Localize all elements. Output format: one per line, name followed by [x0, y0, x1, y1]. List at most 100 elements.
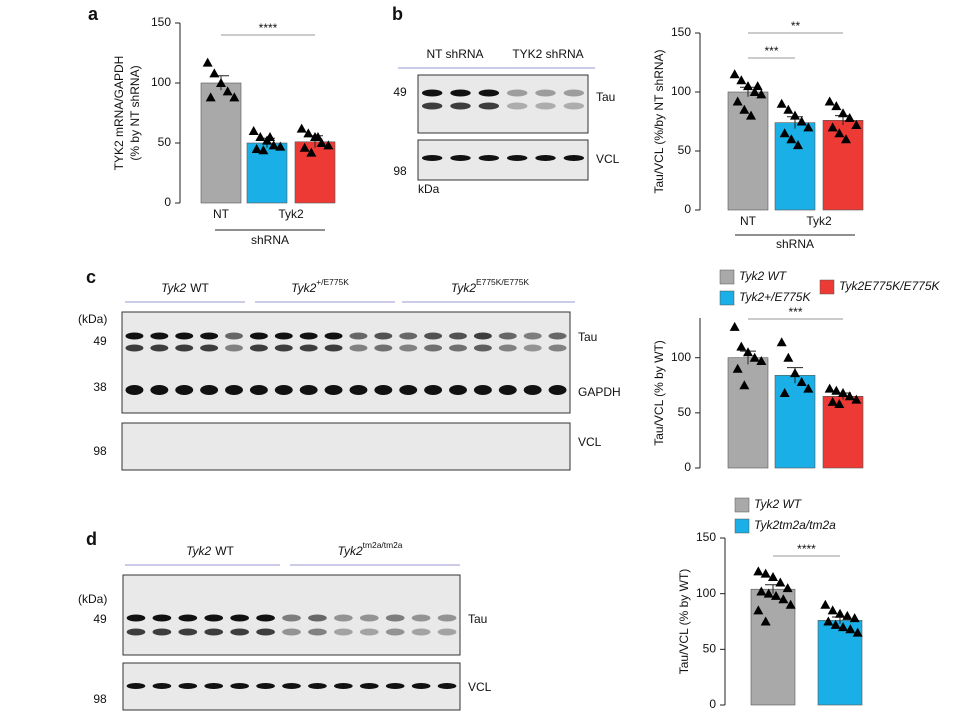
- data-point: [760, 616, 771, 626]
- band-label: GAPDH: [578, 385, 621, 399]
- blot-band: [449, 332, 467, 340]
- significance-label: ***: [788, 305, 802, 319]
- blot-frame: [121, 422, 571, 471]
- genotype-sup: +/E775K: [316, 277, 349, 287]
- blot-band: [334, 614, 353, 622]
- data-point: [316, 138, 327, 147]
- data-point: [827, 396, 838, 406]
- blot-band: [349, 332, 368, 340]
- data-point: [222, 86, 233, 96]
- blot-band: [450, 102, 471, 110]
- data-point: [803, 383, 814, 393]
- blot-band: [411, 683, 431, 689]
- blot-band: [399, 344, 418, 352]
- legend-swatch: [719, 269, 735, 285]
- blot-band: [204, 614, 224, 622]
- blot-band: [424, 344, 443, 352]
- blot-band: [385, 614, 405, 622]
- data-point: [827, 605, 838, 615]
- blot-band: [200, 332, 219, 340]
- blot-band: [498, 344, 517, 352]
- blot-band: [126, 628, 146, 636]
- blot-band: [424, 385, 443, 395]
- blot-band: [399, 332, 418, 340]
- y-tick-label: 100: [696, 586, 716, 600]
- legend-label: Tyk2tm2a/tm2a: [754, 518, 836, 532]
- blot-band: [374, 344, 393, 352]
- blot-band: [175, 385, 194, 395]
- data-point: [842, 610, 853, 620]
- blot-band: [152, 628, 172, 636]
- blot-band: [535, 102, 556, 110]
- data-point: [303, 128, 314, 138]
- blot-band: [274, 385, 293, 395]
- blot-band: [125, 344, 144, 352]
- blot-band: [150, 332, 169, 340]
- data-point: [838, 108, 848, 118]
- data-point: [216, 78, 226, 87]
- significance-label: ****: [259, 21, 278, 35]
- x-tick-label: Tyk2: [278, 207, 304, 221]
- y-tick-label: 150: [671, 25, 691, 39]
- panel-label: d: [86, 529, 97, 549]
- mw-marker: 38: [93, 380, 107, 394]
- band-label: Tau: [578, 330, 597, 344]
- blot-band: [230, 683, 249, 689]
- data-point: [202, 57, 213, 67]
- blot-band: [548, 344, 567, 352]
- blot-band: [506, 89, 528, 97]
- genotype-sup: E775K/E775K: [476, 277, 529, 287]
- blot-band: [225, 332, 243, 340]
- blot-band: [385, 683, 405, 689]
- blot-band: [230, 614, 249, 622]
- band-label: Tau: [596, 90, 615, 104]
- data-point: [756, 356, 767, 366]
- data-point: [827, 122, 838, 132]
- blot-band: [506, 102, 528, 110]
- data-point: [275, 141, 286, 151]
- lane-header: Tyk2 WT: [161, 281, 209, 295]
- y-tick-label: 100: [151, 75, 171, 89]
- data-point: [834, 128, 845, 138]
- data-point: [831, 385, 842, 395]
- y-tick-label: 0: [684, 460, 691, 474]
- legend-label: Tyk2 WT: [754, 497, 803, 511]
- blot-band: [421, 155, 443, 161]
- blot-band: [349, 385, 368, 395]
- blot-band: [225, 344, 243, 352]
- data-point: [229, 92, 240, 102]
- y-tick-label: 0: [709, 697, 716, 711]
- data-point: [775, 577, 786, 587]
- blot-band: [421, 102, 443, 110]
- blot-band: [249, 385, 268, 395]
- data-point: [824, 383, 835, 393]
- data-point: [739, 104, 750, 114]
- blot-band: [498, 385, 517, 395]
- data-point: [796, 376, 807, 386]
- blot-band: [334, 628, 353, 636]
- y-axis-label: (% by NT shRNA): [128, 65, 142, 160]
- blot-band: [523, 332, 542, 340]
- lane-header: Tyk2+/E775K: [291, 277, 349, 295]
- group-label: shRNA: [251, 233, 289, 247]
- data-point: [803, 122, 814, 132]
- panel-label: a: [88, 4, 99, 24]
- blot-band: [178, 683, 198, 689]
- blot-band: [478, 155, 500, 161]
- data-point: [779, 388, 790, 397]
- bar: [727, 357, 769, 469]
- y-axis-label: Tau/VCL (% by WT): [677, 569, 691, 675]
- blot-band: [324, 344, 343, 352]
- data-point: [785, 599, 796, 609]
- blot-band: [308, 614, 327, 622]
- data-point: [732, 96, 743, 106]
- gene: NT shRNA: [426, 47, 483, 61]
- data-point: [771, 590, 781, 600]
- blot-band: [359, 614, 379, 622]
- blot-frame: [417, 139, 589, 181]
- data-point: [851, 394, 862, 404]
- y-tick-label: 50: [703, 642, 717, 656]
- gene: Tyk2: [451, 281, 476, 295]
- y-axis-label: TYK2 mRNA/GAPDH: [112, 56, 126, 171]
- data-point: [776, 98, 787, 108]
